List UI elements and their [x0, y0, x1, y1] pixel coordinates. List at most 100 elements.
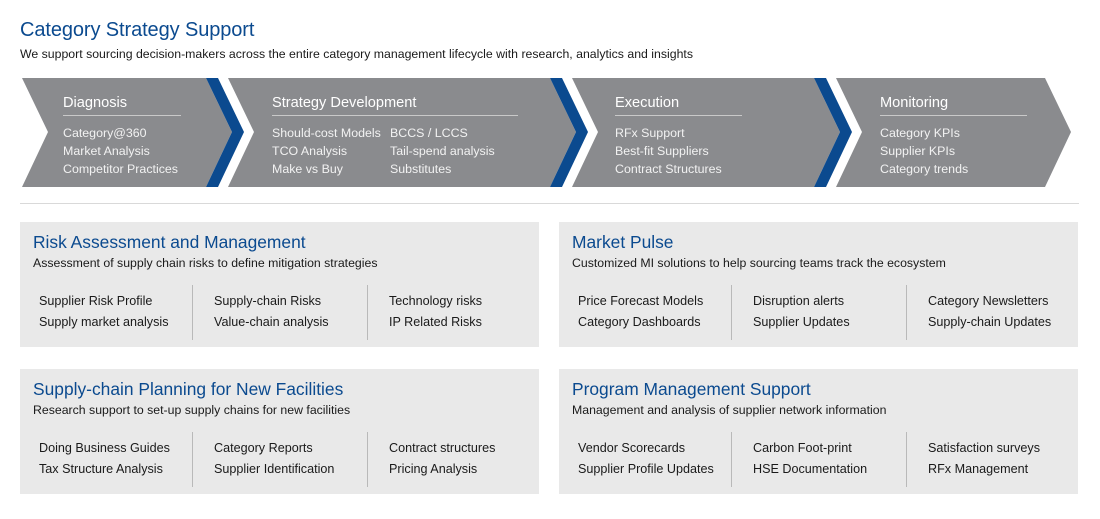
card-item: IP Related Risks — [389, 315, 482, 329]
card-item: Category Newsletters — [928, 294, 1049, 308]
stage-divider — [880, 115, 1027, 116]
stage-divider — [272, 115, 518, 116]
card-item: Supply-chain Risks — [214, 294, 322, 308]
column-divider — [906, 285, 907, 340]
stage-title: Monitoring — [880, 95, 949, 111]
card-column: Disruption alerts Supplier Updates — [753, 291, 850, 333]
card-item: Carbon Foot-print — [753, 441, 852, 455]
card-item: Vendor Scorecards — [578, 441, 686, 455]
stage-strategy-development: Strategy Development Should-cost Models … — [272, 94, 518, 178]
card-column: Category Reports Supplier Identification — [214, 438, 334, 480]
stage-divider — [615, 115, 742, 116]
chevron-separator-3 — [814, 78, 852, 187]
process-flow: Diagnosis Category@360 Market Analysis C… — [0, 0, 1100, 200]
stage-items: RFx Support Best-fit Suppliers Contract … — [615, 124, 742, 178]
section-divider — [20, 203, 1079, 204]
stage-items: Should-cost Models TCO Analysis Make vs … — [272, 124, 518, 178]
card-column: Vendor Scorecards Supplier Profile Updat… — [578, 438, 714, 480]
chevron-separator-2 — [550, 78, 588, 187]
card-item: Value-chain analysis — [214, 315, 329, 329]
chevron-diagnosis — [22, 78, 232, 187]
stage-item: RFx Support — [615, 126, 685, 140]
column-divider — [192, 432, 193, 487]
card-column: Price Forecast Models Category Dashboard… — [578, 291, 703, 333]
card-item: Supplier Updates — [753, 315, 850, 329]
card-risk-assessment: Risk Assessment and Management Assessmen… — [20, 222, 539, 347]
stage-execution: Execution RFx Support Best-fit Suppliers… — [615, 94, 742, 178]
stage-items-right: BCCS / LCCS Tail-spend analysis Substitu… — [390, 124, 495, 178]
card-market-pulse: Market Pulse Customized MI solutions to … — [559, 222, 1078, 347]
page-subtitle: We support sourcing decision-makers acro… — [20, 47, 694, 61]
stage-items: Category KPIs Supplier KPIs Category tre… — [880, 124, 1027, 178]
card-description: Research support to set-up supply chains… — [33, 403, 351, 417]
card-column: Carbon Foot-print HSE Documentation — [753, 438, 867, 480]
process-chevrons — [22, 78, 1071, 187]
card-column: Contract structures Pricing Analysis — [389, 438, 495, 480]
card-item: Price Forecast Models — [578, 294, 704, 308]
column-divider — [367, 285, 368, 340]
card-description: Assessment of supply chain risks to defi… — [33, 256, 378, 270]
column-divider — [906, 432, 907, 487]
column-divider — [731, 432, 732, 487]
card-title: Market Pulse — [572, 232, 674, 252]
card-description: Management and analysis of supplier netw… — [572, 403, 887, 417]
card-item: Contract structures — [389, 441, 496, 455]
stage-title: Diagnosis — [63, 95, 128, 111]
chevron-separator-1 — [206, 78, 244, 187]
card-item: RFx Management — [928, 462, 1029, 476]
chevron-execution — [572, 78, 840, 187]
card-item: Tax Structure Analysis — [39, 462, 163, 476]
card-column: Technology risks IP Related Risks — [389, 291, 482, 333]
stage-divider — [63, 115, 181, 116]
column-divider — [731, 285, 732, 340]
card-item: Category Reports — [214, 441, 313, 455]
stage-item: Make vs Buy — [272, 162, 343, 176]
stage-items: Category@360 Market Analysis Competitor … — [63, 124, 181, 178]
stage-item: Supplier KPIs — [880, 144, 956, 158]
stage-diagnosis: Diagnosis Category@360 Market Analysis C… — [63, 94, 181, 178]
card-column: Supply-chain Risks Value-chain analysis — [214, 291, 329, 333]
card-title: Risk Assessment and Management — [33, 232, 306, 252]
stage-title: Execution — [615, 95, 680, 111]
card-item: Category Dashboards — [578, 315, 701, 329]
card-item: Technology risks — [389, 294, 483, 308]
card-title: Program Management Support — [572, 379, 811, 399]
card-program-management: Program Management Support Management an… — [559, 369, 1078, 494]
card-item: HSE Documentation — [753, 462, 868, 476]
stage-item: Category KPIs — [880, 126, 960, 140]
stage-item: Tail-spend analysis — [390, 144, 495, 158]
card-item: Supplier Identification — [214, 462, 335, 476]
card-column: Doing Business Guides Tax Structure Anal… — [39, 438, 170, 480]
card-supply-chain-planning: Supply-chain Planning for New Facilities… — [20, 369, 539, 494]
chevron-monitoring — [836, 78, 1071, 187]
card-column: Supplier Risk Profile Supply market anal… — [39, 291, 169, 333]
card-item: Supply market analysis — [39, 315, 169, 329]
card-item: Doing Business Guides — [39, 441, 170, 455]
stage-item: Market Analysis — [63, 144, 150, 158]
card-item: Pricing Analysis — [389, 462, 478, 476]
card-item: Supplier Profile Updates — [578, 462, 714, 476]
stage-item: Contract Structures — [615, 162, 722, 176]
stage-item: Competitor Practices — [63, 162, 178, 176]
card-column: Satisfaction surveys RFx Management — [928, 438, 1040, 480]
column-divider — [367, 432, 368, 487]
card-item: Supply-chain Updates — [928, 315, 1052, 329]
stage-item: Substitutes — [390, 162, 452, 176]
stage-item: Category@360 — [63, 126, 147, 140]
stage-item: Best-fit Suppliers — [615, 144, 709, 158]
stage-title: Strategy Development — [272, 95, 417, 111]
stage-monitoring: Monitoring Category KPIs Supplier KPIs C… — [880, 94, 1027, 178]
card-item: Supplier Risk Profile — [39, 294, 153, 308]
card-item: Satisfaction surveys — [928, 441, 1040, 455]
stage-item: Should-cost Models — [272, 126, 381, 140]
stage-items-left: Should-cost Models TCO Analysis Make vs … — [272, 124, 381, 178]
stage-item: TCO Analysis — [272, 144, 348, 158]
stage-item: Category trends — [880, 162, 969, 176]
card-title: Supply-chain Planning for New Facilities — [33, 379, 344, 399]
stage-item: BCCS / LCCS — [390, 126, 468, 140]
card-column: Category Newsletters Supply-chain Update… — [928, 291, 1051, 333]
card-item: Disruption alerts — [753, 294, 844, 308]
column-divider — [192, 285, 193, 340]
chevron-strategy-development — [228, 78, 576, 187]
page-title: Category Strategy Support — [20, 19, 255, 41]
